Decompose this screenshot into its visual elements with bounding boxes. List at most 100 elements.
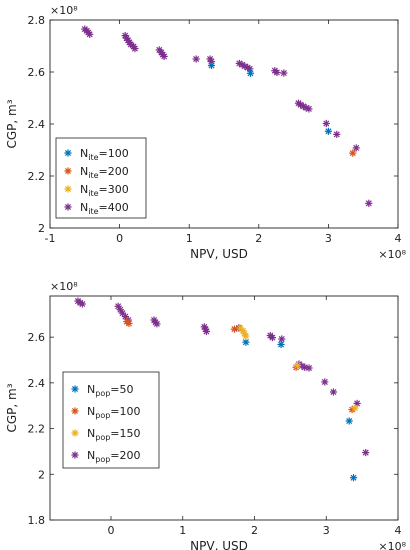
data-point — [349, 149, 357, 157]
series-1 — [207, 61, 332, 135]
data-point — [305, 364, 313, 372]
data-point — [305, 105, 313, 113]
data-point — [273, 68, 281, 77]
data-point — [345, 417, 353, 425]
data-point — [324, 127, 332, 135]
data-point — [333, 130, 341, 138]
data-point — [351, 404, 359, 412]
y-tick-label: 2 — [38, 222, 45, 235]
data-point — [160, 52, 168, 60]
data-point — [246, 69, 255, 77]
legend-item: Nite=300 — [64, 183, 129, 198]
y-tick-label: 2.6 — [28, 331, 46, 344]
data-point — [322, 119, 330, 128]
x-tick-label: 2 — [255, 232, 262, 245]
y-tick-label: 1.8 — [28, 514, 46, 527]
x-tick-label: 0 — [107, 524, 114, 537]
y-tick-label: 2 — [38, 468, 45, 481]
x-tick-label: 4 — [395, 232, 402, 245]
data-point — [352, 144, 360, 152]
y-tick-label: 2.2 — [28, 423, 46, 436]
chart-panel-1: -1 0 1 2 3 4 2 2.2 2.4 2.6 2.8 NPV, USD CGP, m³ ×10⁸ ×… — [5, 4, 407, 261]
legend-label: Nite=100 — [80, 147, 129, 162]
data-point — [125, 319, 133, 328]
legend-item: Npop=200 — [71, 449, 141, 464]
series-4 — [74, 297, 370, 457]
data-point — [321, 378, 329, 386]
data-point — [242, 338, 250, 346]
y-tick-label: 2.6 — [28, 66, 46, 79]
legend: Nite=100 Nite=200 Nite=300 Nite=400 — [55, 137, 147, 219]
series-1 — [242, 338, 358, 482]
legend-item: Npop=50 — [71, 383, 134, 398]
series-3 — [236, 324, 359, 412]
legend-label: Nite=300 — [80, 183, 129, 198]
x-axis-exponent: ×10⁸ — [378, 248, 406, 261]
data-point — [293, 361, 302, 370]
data-point — [277, 340, 285, 349]
y-tick-label: 2.2 — [28, 170, 46, 183]
data-point — [301, 363, 309, 371]
legend-label: Npop=200 — [87, 449, 141, 464]
x-axis-exponent: ×10⁸ — [378, 540, 406, 550]
y-axis-exponent: ×10⁸ — [50, 4, 78, 17]
data-point — [207, 61, 216, 70]
data-point — [280, 69, 288, 77]
legend-box — [55, 137, 147, 219]
legend-item: Npop=100 — [71, 405, 141, 420]
data-point — [278, 335, 286, 343]
legend-marker — [64, 167, 72, 175]
y-axis-label: CGP, m³ — [5, 383, 19, 432]
series-2 — [123, 318, 356, 414]
data-point — [131, 45, 139, 53]
legend-marker — [71, 429, 79, 437]
legend-label: Nite=200 — [80, 165, 129, 180]
legend-item: Nite=200 — [64, 165, 129, 180]
data-point — [365, 199, 373, 207]
y-tick-label: 2.8 — [28, 14, 46, 27]
data-point — [192, 55, 200, 63]
data-point — [202, 327, 211, 336]
data-point — [230, 325, 239, 333]
data-point — [349, 474, 358, 482]
legend-label: Npop=100 — [87, 405, 141, 420]
legend-marker — [71, 407, 79, 415]
data-point — [362, 448, 370, 457]
y-tick-label: 2.4 — [28, 377, 46, 390]
x-tick-label: 2 — [251, 524, 258, 537]
y-tick-label: 2.4 — [28, 118, 46, 131]
x-tick-label: 0 — [116, 232, 123, 245]
series-4 — [81, 25, 373, 207]
legend-item: Npop=150 — [71, 427, 141, 442]
data-point — [348, 406, 356, 414]
x-tick-label: 1 — [186, 232, 193, 245]
x-tick-label: 1 — [179, 524, 186, 537]
legend-marker — [64, 149, 72, 157]
x-axis-label: NPV, USD — [190, 247, 248, 261]
legend-label: Npop=50 — [87, 383, 134, 398]
data-point — [329, 388, 338, 396]
legend: Npop=50 Npop=100 Npop=150 Npop=200 — [62, 371, 160, 469]
plot-frame — [49, 295, 399, 521]
legend-marker — [71, 451, 79, 459]
legend-label: Nite=400 — [80, 201, 129, 216]
legend-item: Nite=100 — [64, 147, 129, 162]
chart-panel-2: 0 1 2 3 4 1.8 2 2.2 2.4 2.6 NPV, USD CGP, m³ ×10⁸ ×10… — [5, 280, 407, 550]
data-point — [153, 320, 161, 328]
legend-box — [62, 371, 160, 469]
legend-marker — [64, 203, 72, 211]
y-axis-exponent: ×10⁸ — [50, 280, 78, 293]
series-2 — [349, 149, 357, 157]
x-tick-label: 4 — [395, 524, 402, 537]
legend-label: Npop=150 — [87, 427, 141, 442]
x-tick-label: 3 — [323, 524, 330, 537]
legend-marker — [71, 385, 79, 393]
data-point — [86, 30, 94, 38]
y-axis-label: CGP, m³ — [5, 99, 19, 148]
legend-item: Nite=400 — [64, 201, 129, 216]
data-point — [242, 332, 250, 340]
legend-marker — [64, 185, 72, 193]
x-tick-label: -1 — [45, 232, 56, 245]
x-tick-label: 3 — [325, 232, 332, 245]
